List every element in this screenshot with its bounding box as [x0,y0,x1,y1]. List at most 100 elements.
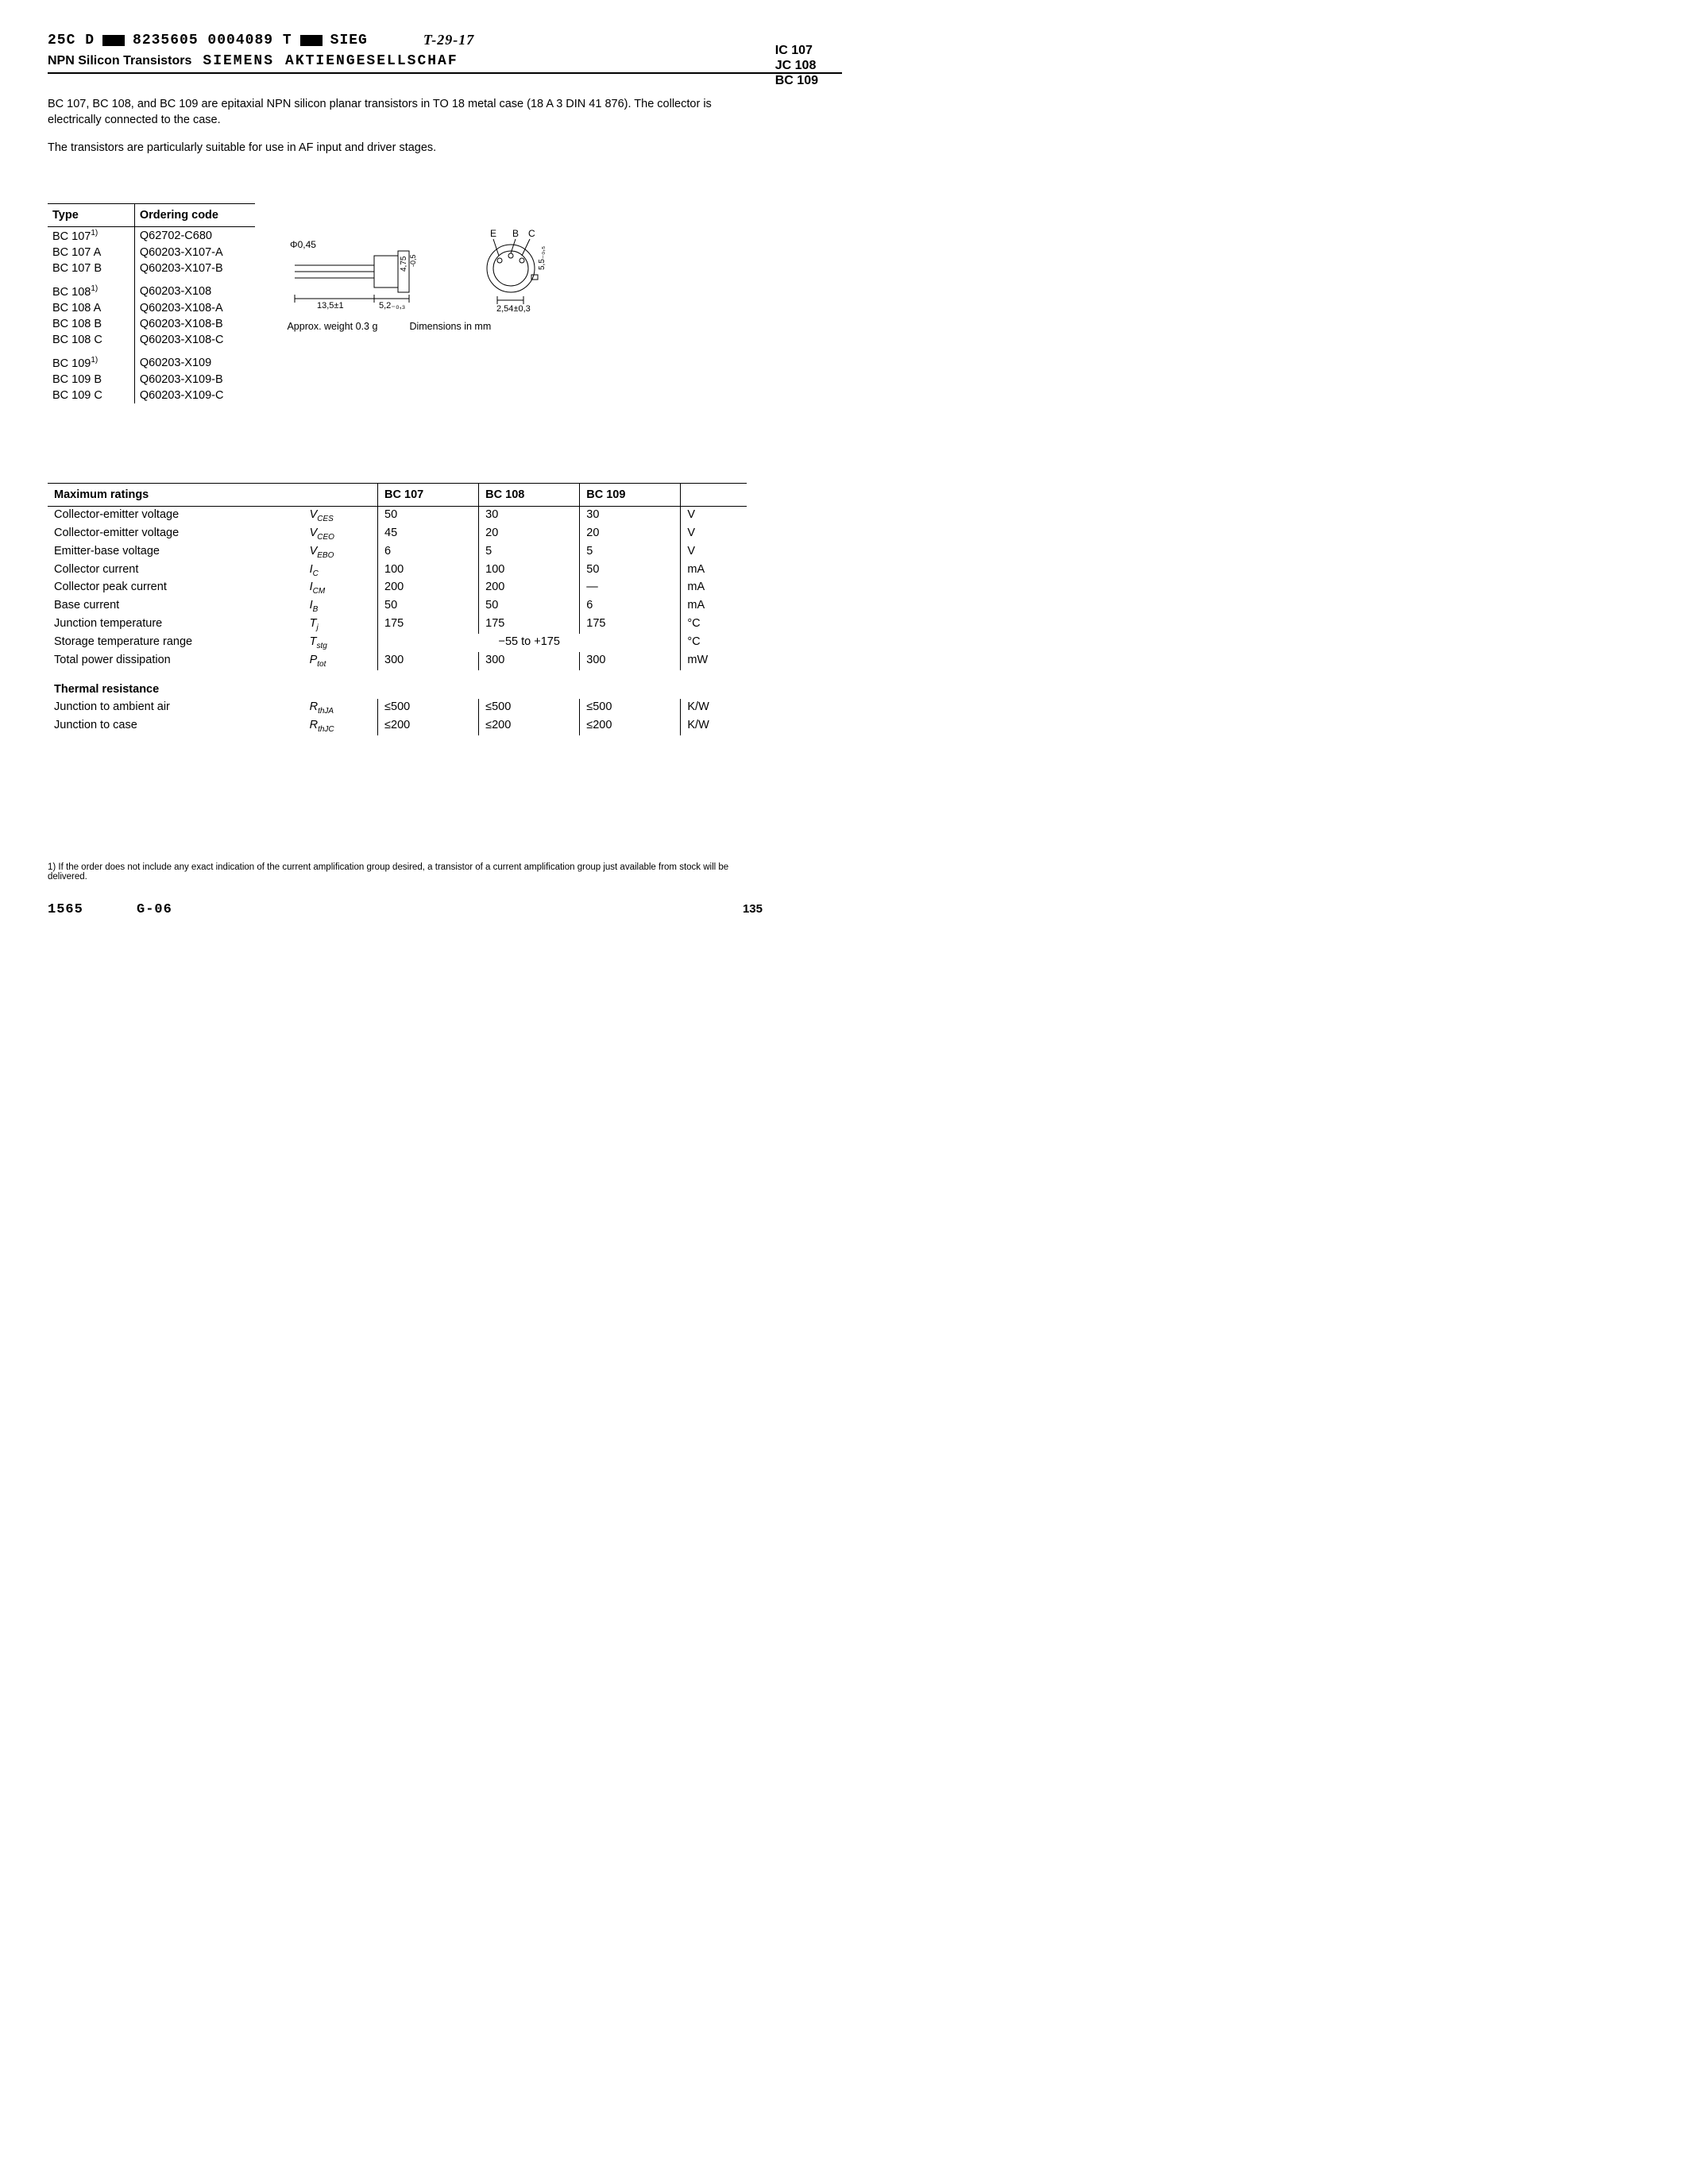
svg-text:C: C [528,228,535,239]
thermal-label: Junction to case [48,717,303,735]
ratings-label: Collector peak current [48,579,303,597]
ratings-row-ptot: Total power dissipationPtot300300300mW [48,652,747,670]
ratings-row: Emitter-base voltageVEBO655V [48,543,747,561]
title-product: NPN Silicon Transistors [48,54,191,68]
code-b: 8235605 0004089 T [133,33,292,48]
ordering-code: Q60203-X107-A [134,245,255,260]
part-code-0: IC 107 [775,43,818,58]
ordering-row: BC 1091)Q60203-X109 [48,348,255,372]
ratings-label: Emitter-base voltage [48,543,303,561]
ratings-v108: 50 [479,597,580,615]
thermal-row: Junction to caseRthJC≤200≤200≤200K/W [48,717,747,735]
ratings-v108: 100 [479,561,580,580]
ratings-table: Maximum ratings BC 107 BC 108 BC 109 Col… [48,483,747,735]
ratings-v108: 20 [479,525,580,543]
ordering-type: BC 109 C [48,388,134,403]
thermal-symbol: RthJA [303,699,378,717]
ratings-v108: 200 [479,579,580,597]
intro-paragraphs: BC 107, BC 108, and BC 109 are epitaxial… [48,96,763,156]
part-code-1: JC 108 [775,58,818,73]
footnote: 1) If the order does not include any exa… [48,862,747,882]
ordering-row: BC 107 BQ60203-X107-B [48,260,255,276]
ratings-symbol: VCES [303,506,378,524]
ratings-head-108: BC 108 [479,483,580,506]
ratings-row: Junction temperatureTj175175175°C [48,615,747,634]
ratings-symbol: ICM [303,579,378,597]
ordering-type: BC 1081) [48,276,134,300]
ordering-code: Q60203-X108-C [134,332,255,348]
ratings-row: Collector-emitter voltageVCEO452020V [48,525,747,543]
ratings-v109: — [580,579,681,597]
package-bottom-view: E B C 5,5₋₀,₅ 2,54±0,3 [462,227,573,314]
ratings-symbol: IB [303,597,378,615]
ratings-v107: 6 [378,543,479,561]
ratings-symbol: Tj [303,615,378,634]
page-numbers: 1565 G-06 135 [48,902,763,917]
ratings-v109: 6 [580,597,681,615]
ratings-v109: 5 [580,543,681,561]
ratings-symbol: Ptot [303,652,378,670]
ordering-code: Q60203-X109 [134,348,255,372]
ordering-code: Q60203-X109-C [134,388,255,403]
ratings-unit: mA [681,579,747,597]
ratings-label: Collector-emitter voltage [48,506,303,524]
ordering-type: BC 107 A [48,245,134,260]
intro-p1: BC 107, BC 108, and BC 109 are epitaxial… [48,96,763,129]
ordering-code: Q60203-X107-B [134,260,255,276]
title-company: SIEMENS [203,53,274,69]
ratings-v109: 50 [580,561,681,580]
ordering-row: BC 109 BQ60203-X109-B [48,372,255,388]
ratings-v107: 175 [378,615,479,634]
ratings-v109: 300 [580,652,681,670]
ordering-type: BC 108 C [48,332,134,348]
code-c: SIEG [330,33,368,48]
ordering-head-type: Type [48,204,134,227]
part-codes: IC 107 JC 108 BC 109 [775,43,818,89]
svg-text:5,5₋₀,₅: 5,5₋₀,₅ [538,246,547,270]
thermal-symbol: RthJC [303,717,378,735]
ratings-symbol: VEBO [303,543,378,561]
ratings-label: Storage temperature range [48,634,303,652]
ratings-v107: 100 [378,561,479,580]
ratings-v108: 175 [479,615,580,634]
ratings-symbol: Tstg [303,634,378,652]
ordering-head-code: Ordering code [134,204,255,227]
ratings-label: Total power dissipation [48,652,303,670]
doc-code-line: 25C D 8235605 0004089 T SIEG T-29-17 [48,32,842,48]
thermal-unit: K/W [681,699,747,717]
ratings-unit: V [681,525,747,543]
ratings-unit: °C [681,634,747,652]
handwritten-code: T-29-17 [423,32,474,48]
ocr-block-2 [300,35,323,46]
ratings-v107: 50 [378,506,479,524]
part-code-2: BC 109 [775,73,818,88]
ratings-unit: V [681,543,747,561]
ratings-row: Collector peak currentICM200200—mA [48,579,747,597]
code-a: 25C D [48,33,95,48]
ratings-title: Maximum ratings [48,483,303,506]
ratings-unit: mA [681,597,747,615]
ratings-v107: 300 [378,652,479,670]
ratings-label: Base current [48,597,303,615]
ratings-range: −55 to +175 [378,634,681,652]
svg-text:-0,5: -0,5 [409,255,417,268]
ratings-row: Collector-emitter voltageVCES503030V [48,506,747,524]
ratings-v108: 30 [479,506,580,524]
ordering-row: BC 1071)Q62702-C680 [48,227,255,245]
doc-title-line: NPN Silicon Transistors SIEMENS AKTIENGE… [48,53,842,69]
ordering-row: BC 109 CQ60203-X109-C [48,388,255,403]
thermal-unit: K/W [681,717,747,735]
thermal-v108: ≤200 [479,717,580,735]
thermal-heading-row: Thermal resistance [48,670,747,699]
page-right: 135 [743,902,763,917]
page-left-b: G-06 [137,902,172,917]
ocr-block-1 [102,35,125,46]
ratings-unit: °C [681,615,747,634]
ratings-v108: 5 [479,543,580,561]
svg-text:2,54±0,3: 2,54±0,3 [496,304,531,314]
ratings-unit: mW [681,652,747,670]
ordering-code: Q60203-X108-B [134,316,255,332]
ratings-row-storage: Storage temperature rangeTstg−55 to +175… [48,634,747,652]
ordering-row: BC 108 CQ60203-X108-C [48,332,255,348]
ordering-row: BC 108 AQ60203-X108-A [48,300,255,316]
